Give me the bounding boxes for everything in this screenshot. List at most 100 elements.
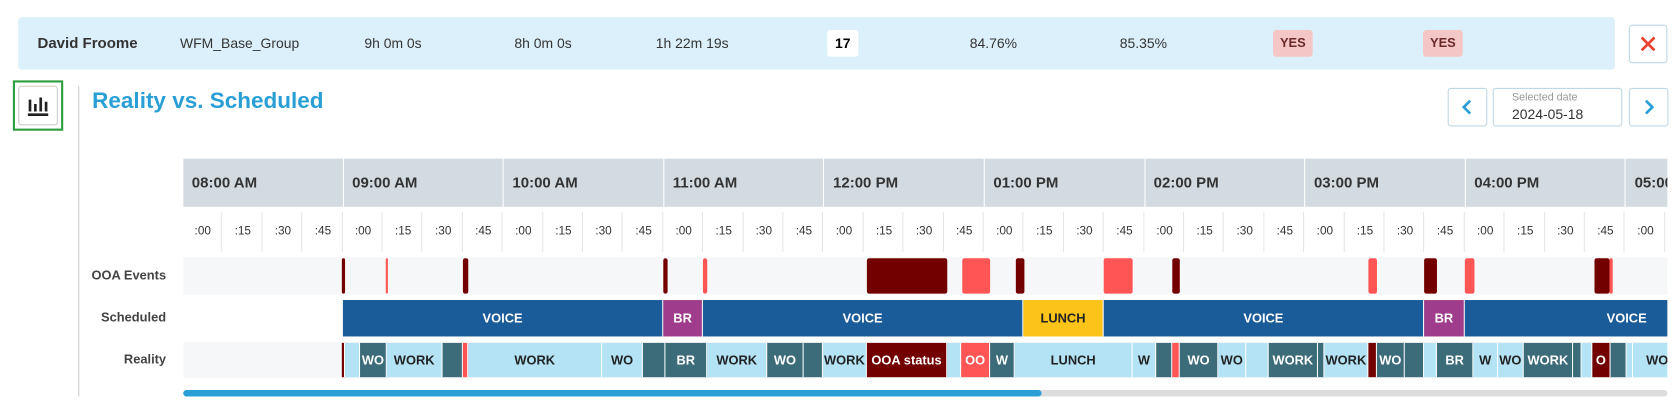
quarter-cell [984, 212, 1024, 252]
close-icon [1640, 36, 1656, 52]
scheduled-block: VOICE [1464, 300, 1668, 337]
reality-block [1172, 342, 1180, 378]
hour-label: 08:00 AM [191, 173, 258, 191]
quarter-label: :45 [955, 225, 973, 238]
quarter-label: :45 [1116, 225, 1133, 238]
quarter-cell [1145, 212, 1185, 252]
quarter-label: :00 [515, 225, 532, 238]
ooa-event [1368, 258, 1377, 294]
quarter-label: :30 [274, 225, 292, 238]
quarter-label: :15 [1666, 212, 1667, 252]
row-label: Scheduled [101, 309, 167, 325]
date-label: Selected date [1511, 92, 1578, 104]
date-picker[interactable]: Selected date 2024-05-18 [1492, 87, 1623, 127]
reality-block [947, 342, 962, 378]
quarter-cell [864, 212, 904, 252]
reality-block: WORK [1268, 342, 1319, 378]
prev-button[interactable] [1447, 87, 1488, 127]
hour-label: 09:00 AM [352, 173, 418, 191]
reality-block: WORK [1324, 342, 1369, 378]
reality-block: WO [1498, 342, 1524, 378]
hour-header [1625, 158, 1668, 207]
hour-header [1465, 158, 1625, 207]
reality-block [1581, 342, 1593, 378]
quarter-cell [223, 212, 263, 252]
reality-block: OO [961, 342, 991, 378]
quarter-label: :45 [635, 225, 652, 238]
quarter-label: :45 [475, 225, 492, 238]
reality-block: W [1132, 342, 1157, 378]
quarter-label: :45 [314, 225, 332, 238]
quarter-cell [904, 212, 944, 252]
hour-label: 01:00 PM [993, 173, 1059, 191]
quarter-label: :00 [996, 225, 1013, 238]
quarter-cell [744, 212, 784, 252]
quarter-label: :15 [1517, 225, 1534, 238]
field: 9h 0m 0s [364, 35, 422, 52]
prev-icon [1461, 99, 1472, 115]
quarter-cell [1625, 212, 1665, 252]
ooa-event [1103, 258, 1133, 294]
reality-block [1318, 342, 1325, 378]
quarter-label: :45 [1436, 225, 1454, 238]
reality-block: BR [665, 342, 708, 378]
flag: YES [1273, 30, 1313, 57]
percent: 85.35% [1119, 35, 1168, 52]
reality-block: WO [602, 342, 643, 378]
employee-name: David Froome [37, 34, 138, 52]
quarter-cell [183, 212, 223, 252]
row-label: OOA Events [91, 267, 167, 283]
reality-block: WORK [822, 342, 867, 378]
scrollbar[interactable] [183, 390, 1668, 397]
ooa-event [1015, 258, 1025, 294]
reality-block [1626, 342, 1634, 378]
scheduled-block: VOICE [1103, 300, 1425, 337]
date-value: 2024-05-18 [1511, 106, 1584, 123]
quarter-cell [1265, 212, 1305, 252]
hour-label: 12:00 PM [833, 173, 899, 191]
quarter-label: :00 [354, 225, 372, 238]
quarter-label: :30 [915, 225, 933, 238]
ooa-event [385, 258, 388, 294]
quarter-label: :15 [1036, 225, 1053, 238]
reality-block [642, 342, 666, 378]
quarter-label: :45 [1276, 225, 1293, 238]
quarter-cell [1505, 212, 1545, 252]
quarter-label: :00 [1316, 225, 1334, 238]
quarter-label: :30 [1396, 225, 1414, 238]
quarter-cell [463, 212, 503, 252]
field: 8h 0m 0s [514, 35, 572, 52]
quarter-label: :30 [1236, 225, 1253, 238]
reality-block [462, 342, 469, 378]
quarter-label: :30 [434, 225, 452, 238]
reality-block [1246, 342, 1269, 378]
hour-header [984, 158, 1145, 207]
quarter-cell [624, 212, 664, 252]
chart-toggle[interactable] [12, 80, 64, 131]
quarter-cell [944, 212, 984, 252]
quarter-label: :30 [755, 225, 772, 238]
reality-block: W [990, 342, 1015, 378]
hour-label: 03:00 PM [1313, 173, 1379, 191]
reality-block: BR [1436, 342, 1474, 378]
quarter-cell [1024, 212, 1064, 252]
hour-header [343, 158, 503, 207]
hour-label: 10:00 AM [512, 173, 578, 191]
quarter-cell [1345, 212, 1385, 252]
reality-block: WORK [468, 342, 603, 378]
quarter-label: :15 [1356, 225, 1374, 238]
hour-header [824, 158, 984, 207]
scroll-thumb[interactable] [183, 390, 1042, 397]
quarter-label: :30 [1076, 225, 1093, 238]
next-button[interactable] [1628, 87, 1669, 127]
hour-label: 05:00 PM [1634, 173, 1668, 191]
quarter-cell [584, 212, 624, 252]
ooa-event [663, 258, 668, 294]
close-button[interactable] [1628, 24, 1668, 64]
reality-block: WO [360, 342, 387, 378]
scheduled-block: BR [663, 300, 703, 337]
scheduled-block: LUNCH [1023, 300, 1104, 337]
reality-block [1156, 342, 1173, 378]
chart-button [18, 85, 58, 126]
quarter-cell [784, 212, 824, 252]
